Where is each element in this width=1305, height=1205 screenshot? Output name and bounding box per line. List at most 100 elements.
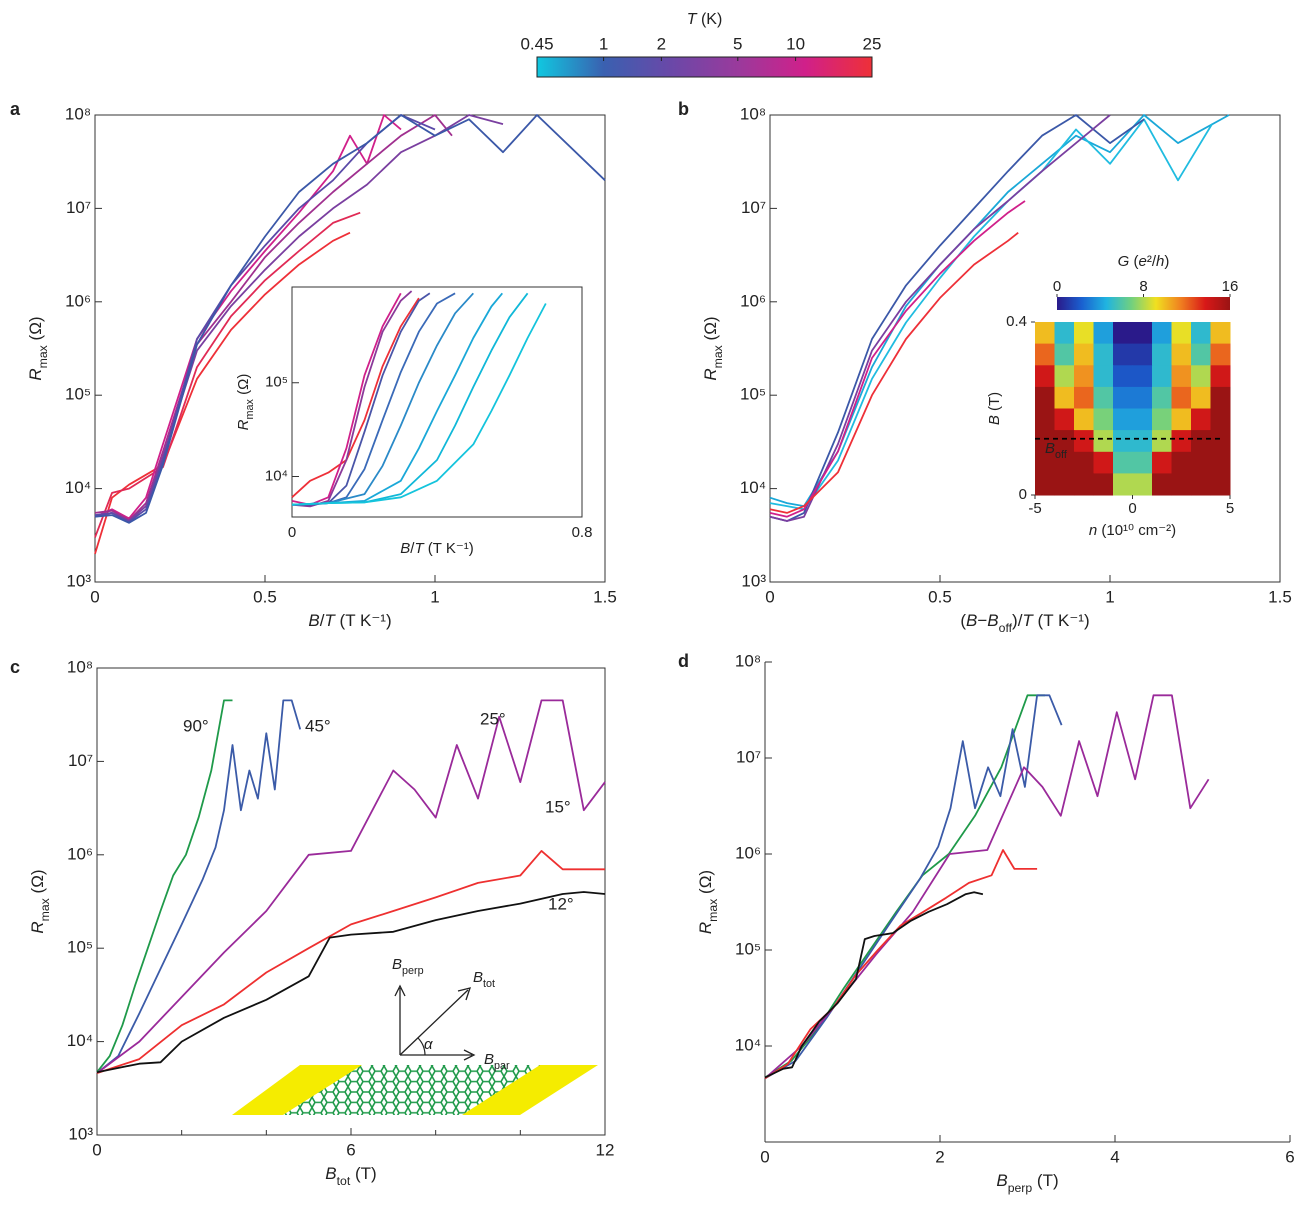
label-part: (T K⁻¹) xyxy=(424,540,474,557)
heatmap-cell xyxy=(1210,408,1231,431)
data-line xyxy=(764,849,1038,1080)
y-tick-label: 10³ xyxy=(66,571,91,590)
heatmap-cell xyxy=(1191,343,1211,366)
heatmap-cell xyxy=(1113,430,1133,453)
label-part: perp xyxy=(1008,1181,1033,1195)
heatmap-cell xyxy=(1152,365,1172,388)
label-part: R xyxy=(235,419,252,430)
heatmap-cell xyxy=(1191,430,1211,453)
label: Rmax (Ω) xyxy=(28,869,52,933)
y-tick-label: 10⁸ xyxy=(735,651,761,670)
data-line xyxy=(291,290,413,508)
heatmap-cell xyxy=(1074,343,1094,366)
x-tick-label: 6 xyxy=(1285,1147,1294,1166)
y-tick-label: 10⁷ xyxy=(68,751,93,770)
x-tick-label: 0 xyxy=(765,587,774,606)
x-tick-label: 0 xyxy=(760,1147,769,1166)
y-tick-label: 10³ xyxy=(68,1124,93,1143)
label-part: ( xyxy=(960,611,966,630)
label: α xyxy=(424,1036,433,1053)
tick-label: 5 xyxy=(733,34,742,53)
label-part: R xyxy=(26,368,45,380)
heatmap-cell xyxy=(1132,322,1153,345)
heatmap-cell xyxy=(1171,408,1192,431)
plot-frame xyxy=(769,114,1281,583)
y-tick-label: 10⁴ xyxy=(735,1035,761,1054)
label-part: B xyxy=(987,611,998,630)
data-line xyxy=(94,114,504,522)
heatmap-cell xyxy=(1093,343,1114,366)
label-part: G xyxy=(1118,253,1130,270)
data-line xyxy=(96,850,605,1074)
x-tick-label: -5 xyxy=(1028,500,1041,517)
x-tick-label: 0.5 xyxy=(928,587,952,606)
heatmap-cell xyxy=(1035,451,1055,474)
heatmap-cell xyxy=(1171,322,1192,345)
heatmap-cell xyxy=(1210,322,1231,345)
heatmap-cell xyxy=(1035,408,1055,431)
heatmap-cell xyxy=(1132,365,1153,388)
data-line xyxy=(94,211,361,538)
data-line xyxy=(291,297,420,498)
heatmap-cell xyxy=(1074,386,1094,410)
heatmap-cell xyxy=(1191,322,1211,345)
heatmap-cell xyxy=(1113,365,1133,388)
label: Boff xyxy=(1045,440,1068,461)
heatmap-cell xyxy=(1171,365,1192,388)
heatmap-cell xyxy=(1210,365,1231,388)
heatmap-cell xyxy=(1171,343,1192,366)
label: B/T (T K⁻¹) xyxy=(308,611,391,630)
tick-label: 0.45 xyxy=(520,34,553,53)
series-label: 12° xyxy=(548,894,574,913)
data-line xyxy=(96,891,606,1074)
heatmap-cell xyxy=(1093,386,1114,410)
heatmap-cell xyxy=(1191,365,1211,388)
heatmap-cell xyxy=(1074,365,1094,388)
panel-letter: c xyxy=(10,657,20,677)
heatmap-cell xyxy=(1132,386,1153,410)
x-tick-label: 0.5 xyxy=(253,587,277,606)
y-tick-label: 10⁴ xyxy=(265,467,288,484)
y-tick-label: 10⁸ xyxy=(65,104,91,123)
label: B (T) xyxy=(986,392,1003,425)
heatmap-cell xyxy=(1171,430,1192,453)
tick-label: 2 xyxy=(657,34,666,53)
y-tick-label: 10⁷ xyxy=(736,747,761,766)
heatmap-cell xyxy=(1132,451,1153,474)
series-label: 25° xyxy=(480,709,506,728)
x-tick-label: 1.5 xyxy=(593,587,617,606)
label-part: ( xyxy=(1129,253,1138,270)
heatmap-cell xyxy=(1171,473,1192,496)
label-part: max xyxy=(38,898,52,921)
label: (B−Boff)/T (T K⁻¹) xyxy=(960,611,1089,635)
label: Bpar xyxy=(484,1051,510,1072)
heatmap-cell xyxy=(1132,430,1153,453)
label-part: T xyxy=(687,11,698,28)
heatmap-cell xyxy=(1093,473,1114,496)
panel-letter: d xyxy=(678,651,689,671)
data-line xyxy=(94,114,402,520)
label-part: α xyxy=(424,1036,433,1053)
label-part: off xyxy=(999,621,1013,635)
heatmap-cell xyxy=(1210,473,1231,496)
heatmap-cell xyxy=(1152,408,1172,431)
heatmap-cell xyxy=(1210,386,1231,410)
colorbar xyxy=(536,56,873,78)
label-part: max xyxy=(244,398,256,419)
heatmap-cell xyxy=(1035,430,1055,453)
label: B/T (T K⁻¹) xyxy=(400,540,474,557)
x-tick-label: 6 xyxy=(346,1140,355,1159)
y-tick-label: 10⁵ xyxy=(265,374,288,391)
label-part: (T) xyxy=(350,1164,376,1183)
x-tick-label: 12 xyxy=(596,1140,615,1159)
label-part: par xyxy=(494,1060,510,1072)
data-line xyxy=(96,699,606,1074)
heatmap-cell xyxy=(1210,343,1231,366)
x-tick-label: 0 xyxy=(288,524,296,541)
label-part: (Ω) xyxy=(701,316,720,345)
y-tick-label: 10⁵ xyxy=(735,939,761,958)
label-part: tot xyxy=(483,978,495,990)
label: Btot xyxy=(473,969,495,990)
label-part: T xyxy=(414,540,425,557)
